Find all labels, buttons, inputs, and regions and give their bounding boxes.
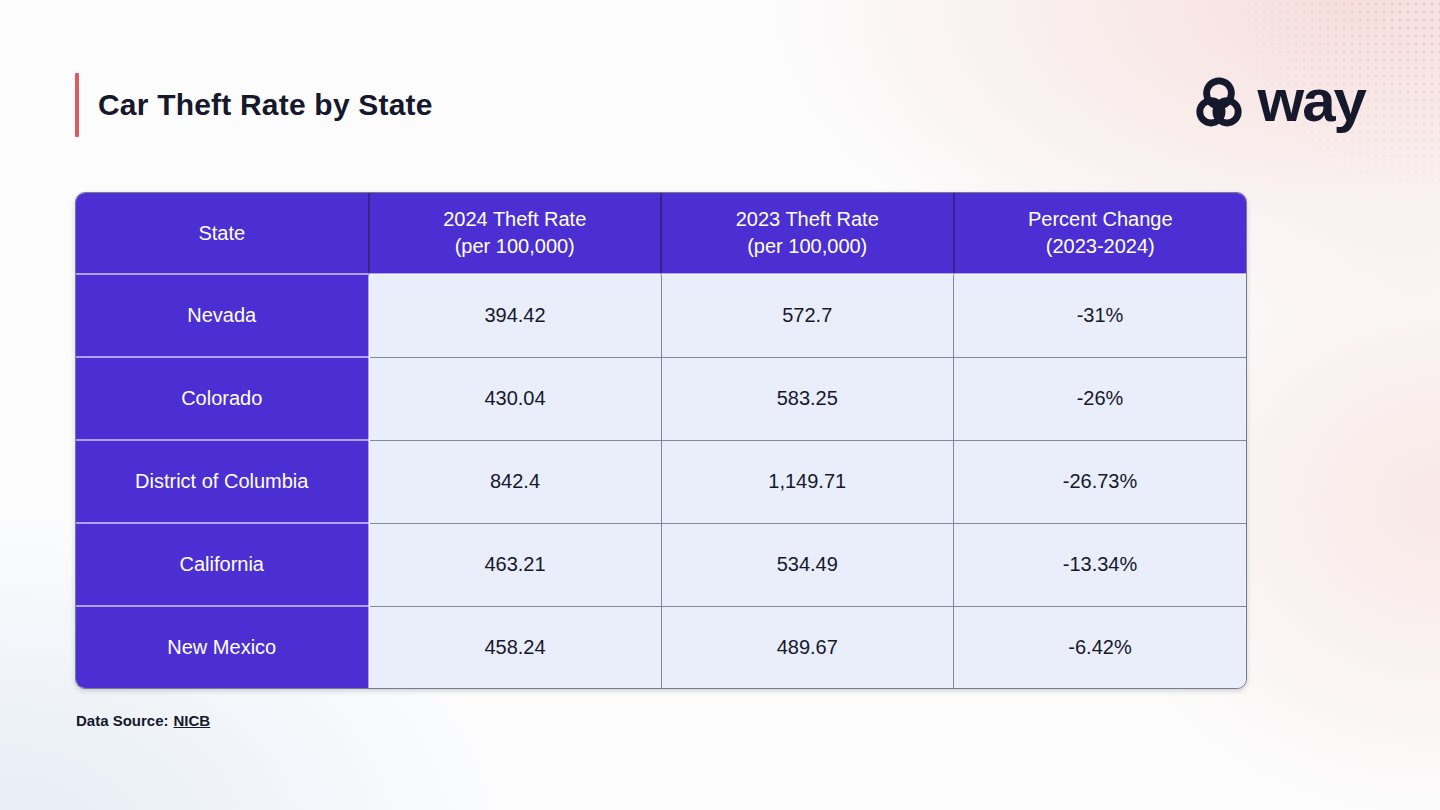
table-row-colorado: Colorado 430.04 583.25 -26% <box>76 357 1246 440</box>
rate-2024-cell: 842.4 <box>369 440 662 523</box>
header-line: (per 100,000) <box>676 233 939 260</box>
header-line: (2023-2024) <box>969 233 1233 260</box>
header-line: Percent Change <box>969 206 1233 233</box>
data-source: Data Source: NICB <box>76 712 210 729</box>
page-canvas: Car Theft Rate by State way State 2024 T… <box>0 0 1440 810</box>
state-cell: Nevada <box>76 274 369 357</box>
header-line: (per 100,000) <box>384 233 647 260</box>
percent-change-cell: -13.34% <box>954 523 1247 606</box>
percent-change-cell: -31% <box>954 274 1247 357</box>
car-theft-table: State 2024 Theft Rate(per 100,000) 2023 … <box>76 193 1246 688</box>
page-header: Car Theft Rate by State way <box>75 72 1365 138</box>
rate-2023-cell: 583.25 <box>661 357 954 440</box>
table-row-nevada: Nevada 394.42 572.7 -31% <box>76 274 1246 357</box>
title-block: Car Theft Rate by State <box>75 73 433 137</box>
data-source-link[interactable]: NICB <box>174 712 211 729</box>
state-cell: New Mexico <box>76 606 369 688</box>
rate-2023-cell: 1,149.71 <box>661 440 954 523</box>
table-row-california: California 463.21 534.49 -13.34% <box>76 523 1246 606</box>
rate-2023-cell: 489.67 <box>661 606 954 688</box>
table-header-row: State 2024 Theft Rate(per 100,000) 2023 … <box>76 193 1246 274</box>
col-header-2023-rate: 2023 Theft Rate(per 100,000) <box>661 193 954 274</box>
header-line: 2024 Theft Rate <box>384 206 647 233</box>
rate-2024-cell: 458.24 <box>369 606 662 688</box>
car-theft-table-container: State 2024 Theft Rate(per 100,000) 2023 … <box>75 192 1247 689</box>
state-cell: California <box>76 523 369 606</box>
way-knot-icon <box>1188 74 1250 136</box>
rate-2024-cell: 430.04 <box>369 357 662 440</box>
percent-change-cell: -6.42% <box>954 606 1247 688</box>
percent-change-cell: -26.73% <box>954 440 1247 523</box>
rate-2024-cell: 394.42 <box>369 274 662 357</box>
header-line: State <box>90 220 354 247</box>
way-logo-text: way <box>1258 71 1365 131</box>
percent-change-cell: -26% <box>954 357 1247 440</box>
table-row-new-mexico: New Mexico 458.24 489.67 -6.42% <box>76 606 1246 688</box>
title-accent-bar <box>75 73 79 137</box>
col-header-state: State <box>76 193 369 274</box>
header-line: 2023 Theft Rate <box>676 206 939 233</box>
data-source-label: Data Source: <box>76 712 169 729</box>
way-logo: way <box>1188 74 1365 136</box>
col-header-2024-rate: 2024 Theft Rate(per 100,000) <box>369 193 662 274</box>
state-cell: District of Columbia <box>76 440 369 523</box>
table-row-district-of-columbia: District of Columbia 842.4 1,149.71 -26.… <box>76 440 1246 523</box>
rate-2023-cell: 534.49 <box>661 523 954 606</box>
state-cell: Colorado <box>76 357 369 440</box>
rate-2024-cell: 463.21 <box>369 523 662 606</box>
page-title: Car Theft Rate by State <box>98 88 433 122</box>
col-header-percent-change: Percent Change(2023-2024) <box>954 193 1247 274</box>
rate-2023-cell: 572.7 <box>661 274 954 357</box>
